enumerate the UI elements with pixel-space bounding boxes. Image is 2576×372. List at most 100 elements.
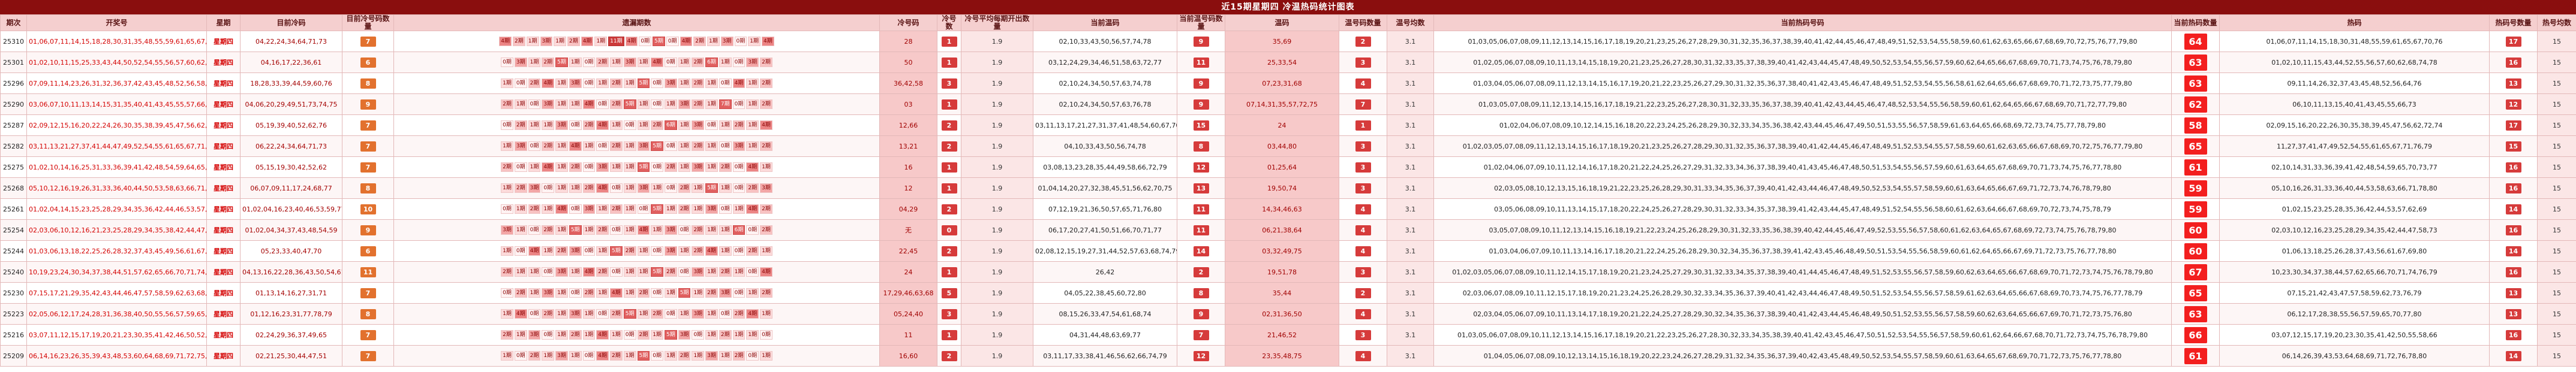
cell-hot_hits: 02,09,15,16,20,22,26,30,35,38,39,45,47,5… [2219, 114, 2490, 136]
hot_hit_count-badge: 13 [2505, 288, 2521, 298]
miss-period-chip: 1期 [760, 246, 773, 256]
cell-hot_hit_count: 16 [2489, 177, 2538, 199]
miss-period-chip: 4期 [499, 37, 512, 46]
cell-cold_avg: 1.9 [961, 240, 1033, 262]
miss-period-chip: 2期 [596, 267, 609, 277]
table-row: 25287 02,09,12,15,16,20,22,24,26,30,35,38… [0, 114, 2576, 136]
cell-hot_hits: 11,27,37,41,47,49,52,54,55,61,65,67,71,7… [2219, 135, 2490, 157]
cold_hit_count-badge: 1 [941, 99, 957, 110]
miss-period-chip: 0期 [651, 78, 663, 88]
miss-period-chip: 1期 [664, 351, 677, 361]
cell-miss: 3期 1期 0期 2期 1期 5期 1期 2期 0期 1期 4期 1期 3期 0期 2期 1期 1期 6期 0期 2期 [393, 219, 880, 241]
hot_hit_count-badge: 17 [2505, 120, 2521, 131]
miss-period-chip: 0期 [732, 58, 746, 67]
warm_current_count-badge: 11 [1193, 57, 1209, 68]
miss-period-chip: 3期 [692, 309, 705, 319]
cell-cold_current_count: 8 [342, 303, 394, 325]
cell-warm_avg: 3.1 [1387, 282, 1434, 304]
cell-cold_avg: 1.9 [961, 198, 1033, 220]
miss-period-chip: 1期 [501, 78, 513, 88]
miss-period-chip: 2期 [732, 351, 746, 361]
cell-week: 星期四 [206, 72, 241, 94]
miss-period-chip: 4期 [596, 120, 609, 130]
miss-period-chip: 0期 [501, 120, 513, 130]
cell-hot_hits: 09,11,14,26,32,37,43,45,48,52,56,64,76 [2219, 72, 2490, 94]
column-header-cold_current_count: 目前冷号码数量 [342, 14, 394, 31]
table-row: 25209 06,14,16,23,26,35,39,43,48,53,60,64… [0, 345, 2576, 367]
cell-hot_current: 02,03,04,05,06,07,09,10,11,13,14,17,18,1… [1433, 303, 2172, 325]
miss-period-chip: 3期 [514, 141, 527, 151]
cell-draw: 01,02,10,11,15,25,33,43,44,50,52,54,55,5… [26, 52, 207, 73]
miss-period-chip: 0期 [678, 225, 691, 235]
cell-miss: 2期 1期 3期 0期 1期 2期 1期 4期 1期 0期 2期 1期 5期 3期 0期 1期 2期 1期 1期 0期 [393, 324, 880, 346]
miss-period-chip: 0期 [746, 351, 759, 361]
hot_current_count-badge: 59 [2184, 201, 2207, 217]
warm_current_count-badge: 9 [1193, 309, 1209, 319]
cell-cold_current: 06,22,24,34,64,71,73 [240, 135, 342, 157]
miss-period-chip: 1期 [746, 330, 759, 340]
cell-warm_hits: 06,21,38,64 [1225, 219, 1339, 241]
miss-period-chip: 2期 [760, 288, 773, 298]
cell-warm_hit_count: 7 [1339, 93, 1387, 115]
miss-period-chip: 2期 [678, 351, 691, 361]
cell-cold_current_count: 10 [342, 198, 394, 220]
cold_current_count-badge: 9 [360, 225, 376, 235]
cell-warm_hits: 19,51,78 [1225, 261, 1339, 283]
column-header-hot_hits: 热码 [2219, 14, 2490, 31]
cell-warm_hits: 19,50,74 [1225, 177, 1339, 199]
cell-warm_avg: 3.1 [1387, 240, 1434, 262]
miss-period-chip: 2期 [501, 330, 513, 340]
hot_hit_count-badge: 16 [2505, 267, 2521, 277]
cell-miss: 0期 1期 2期 1期 4期 0期 3期 1期 2期 1期 0期 5期 1期 2期 1期 3期 0期 1期 4期 2期 [393, 198, 880, 220]
miss-period-chip: 1期 [501, 351, 513, 361]
miss-period-chip: 1期 [623, 288, 636, 298]
miss-period-chip: 0期 [501, 288, 513, 298]
cell-hot_current_count: 58 [2171, 114, 2220, 136]
miss-period-chip: 4期 [746, 162, 759, 172]
warm_current_count-badge: 14 [1193, 246, 1209, 256]
cell-warm_avg: 3.1 [1387, 198, 1434, 220]
miss-period-chip: 2期 [760, 78, 773, 88]
miss-period-chip: 1期 [555, 330, 568, 340]
cell-cold_hits: 12 [879, 177, 937, 199]
cell-warm_hits: 23,35,48,75 [1225, 345, 1339, 367]
miss-period-chip: 1期 [596, 246, 609, 256]
miss-period-chip: 3期 [569, 309, 582, 319]
miss-period-chip: 1期 [555, 141, 568, 151]
cold_hit_count-badge: 2 [941, 120, 957, 131]
cell-warm_current_count: 13 [1177, 177, 1225, 199]
hot_hit_count-badge: 14 [2505, 204, 2521, 214]
cell-week: 星期四 [206, 177, 241, 199]
miss-period-chip: 2期 [746, 183, 759, 193]
cell-warm_hits: 35,44 [1225, 282, 1339, 304]
miss-period-chip: 0期 [528, 309, 541, 319]
hot_hit_count-badge: 16 [2505, 162, 2521, 173]
column-header-week: 星期 [206, 14, 241, 31]
cell-cold_hits: 22,45 [879, 240, 937, 262]
cell-hot_avg: 15 [2537, 93, 2576, 115]
cell-warm_current: 03,11,17,33,38,41,46,56,62,66,74,79 [1033, 345, 1177, 367]
cell-cold_hit_count: 2 [937, 198, 961, 220]
cell-hot_current: 01,03,04,06,07,09,10,11,13,14,16,17,18,2… [1433, 240, 2172, 262]
cell-warm_avg: 3.1 [1387, 345, 1434, 367]
warm_hit_count-badge: 4 [1355, 204, 1371, 214]
cell-hot_current: 01,03,05,06,07,08,09,10,11,12,13,14,15,1… [1433, 324, 2172, 346]
cell-warm_hit_count: 2 [1339, 282, 1387, 304]
cell-warm_hits: 25,33,54 [1225, 52, 1339, 73]
miss-period-chip: 1期 [637, 309, 650, 319]
cell-cold_hit_count: 1 [937, 93, 961, 115]
cell-draw: 03,11,13,21,27,37,41,44,47,49,52,54,55,6… [26, 135, 207, 157]
miss-period-chip: 3期 [760, 183, 773, 193]
cold_hit_count-badge: 1 [941, 57, 957, 68]
cell-hot_avg: 15 [2537, 240, 2576, 262]
miss-period-chip: 4期 [746, 309, 759, 319]
miss-period-chip: 2期 [514, 183, 527, 193]
cell-warm_current: 02,10,24,34,50,57,63,74,78 [1033, 72, 1177, 94]
miss-period-chip: 1期 [705, 78, 718, 88]
miss-period-chip: 0期 [582, 162, 596, 172]
miss-period-chip: 1期 [623, 351, 636, 361]
column-header-hot_current_count: 当前热码数量 [2171, 14, 2220, 31]
miss-period-chip: 3期 [623, 58, 636, 67]
cell-hot_hit_count: 14 [2489, 198, 2538, 220]
warm_current_count-badge: 12 [1193, 162, 1209, 173]
